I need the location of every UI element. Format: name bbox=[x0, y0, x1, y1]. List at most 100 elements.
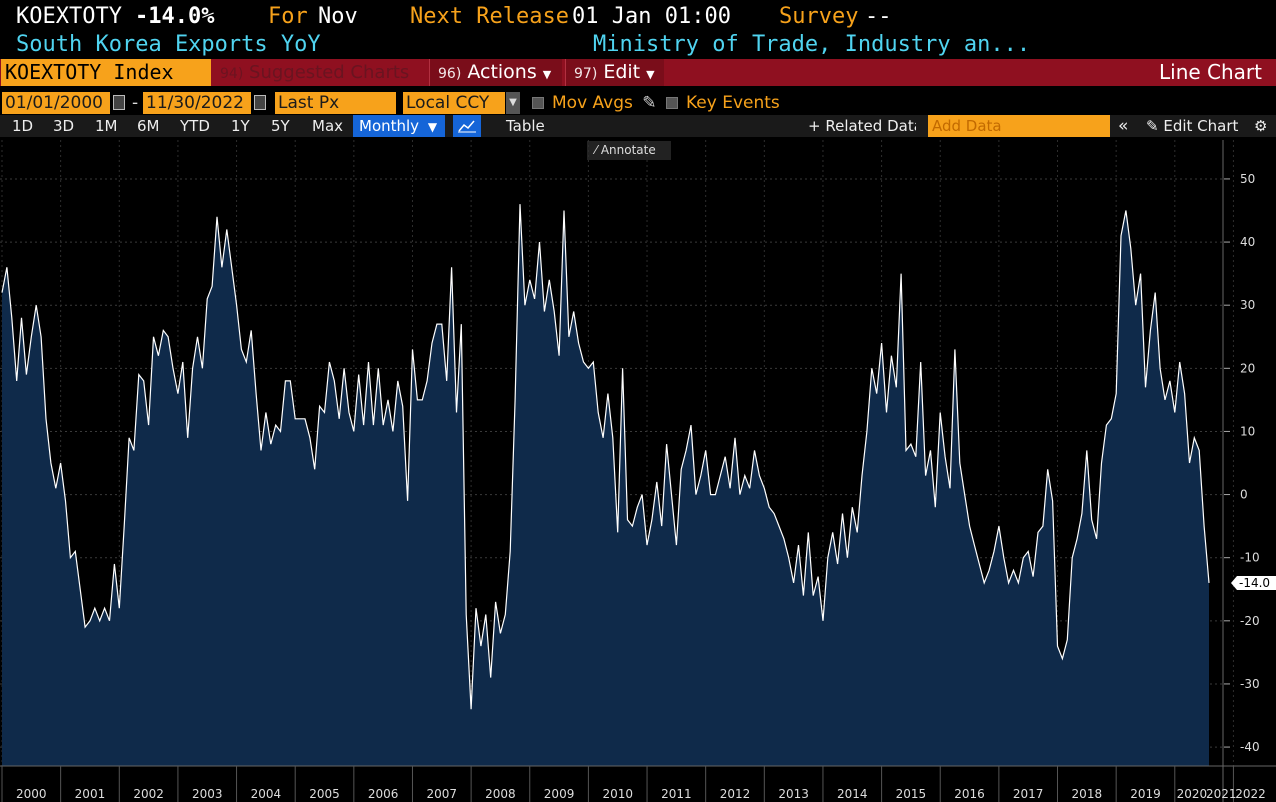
period-select[interactable]: Monthly ▼ bbox=[353, 115, 445, 137]
pencil-icon[interactable]: ✎ bbox=[642, 93, 657, 113]
key-events-label: Key Events bbox=[686, 93, 780, 113]
security-input[interactable]: KOEXTOTY Index bbox=[1, 59, 211, 86]
chevron-down-icon[interactable]: ▼ bbox=[506, 92, 520, 114]
x-tick-label: 2002 bbox=[133, 787, 164, 801]
x-axis: 2000 2001 2002 2003 2004 2005 2006 2007 2008 2009… bbox=[0, 765, 1276, 802]
pencil-icon: ✎ bbox=[1146, 117, 1164, 135]
last-value-marker: -14.0 bbox=[1231, 575, 1276, 590]
x-tick-label: 2000 bbox=[16, 787, 47, 801]
last-value: -14.0% bbox=[135, 4, 215, 29]
x-tick-label: 2022 bbox=[1235, 787, 1266, 801]
range-1d-button[interactable]: 1D bbox=[12, 117, 34, 135]
x-tick-label: 2014 bbox=[837, 787, 868, 801]
series-line bbox=[1, 204, 1210, 710]
currency-select[interactable]: Local CCY bbox=[403, 92, 505, 114]
y-tick-label: -10 bbox=[1240, 551, 1260, 565]
date-separator: - bbox=[132, 93, 139, 113]
actions-menu[interactable]: 96) Actions ▼ bbox=[429, 59, 562, 86]
edit-label: Edit bbox=[603, 61, 641, 83]
security-header: KOEXTOTY -14.0% For Nov Next Release 01 … bbox=[0, 2, 1276, 32]
edit-menu[interactable]: 97) Edit ▼ bbox=[565, 59, 664, 86]
pencil-icon: ⁄ bbox=[595, 143, 601, 157]
y-tick-label: -40 bbox=[1240, 740, 1260, 754]
x-tick-label: 2016 bbox=[954, 787, 985, 801]
x-tick-label: 2018 bbox=[1072, 787, 1103, 801]
line-chart[interactable]: -40 -30 -20 -10 0 10 20 30 40 50 2000 2001 2002 2003… bbox=[0, 140, 1276, 802]
y-tick-label: 40 bbox=[1240, 235, 1255, 249]
x-tick-label: 2010 bbox=[602, 787, 633, 801]
range-3d-button[interactable]: 3D bbox=[53, 117, 75, 135]
chart-controls: 01/01/2000 - 11/30/2022 Last Px Local CC… bbox=[0, 92, 1276, 116]
mov-avgs-toggle[interactable]: Mov Avgs ✎ bbox=[532, 92, 657, 114]
actions-num: 96) bbox=[438, 66, 462, 82]
related-data-label: Related Data bbox=[825, 117, 916, 135]
survey-value: -- bbox=[865, 4, 892, 29]
checkbox-icon[interactable] bbox=[532, 97, 544, 109]
x-tick-label: 2021 bbox=[1206, 787, 1237, 801]
chart-type-label: Line Chart bbox=[1159, 60, 1262, 84]
checkbox-icon[interactable] bbox=[666, 97, 678, 109]
x-tick-label: 2004 bbox=[251, 787, 282, 801]
y-tick-label: -30 bbox=[1240, 677, 1260, 691]
edit-chart-label: Edit Chart bbox=[1163, 117, 1239, 135]
range-6m-button[interactable]: 6M bbox=[137, 117, 160, 135]
series-description: South Korea Exports YoY bbox=[16, 32, 321, 57]
x-tick-label: 2007 bbox=[427, 787, 458, 801]
y-tick-label: 10 bbox=[1240, 424, 1255, 438]
mov-avgs-label: Mov Avgs bbox=[552, 93, 633, 113]
period-label: Monthly bbox=[359, 117, 420, 135]
key-events-toggle[interactable]: Key Events bbox=[666, 92, 780, 114]
x-tick-label: 2003 bbox=[192, 787, 223, 801]
y-tick-label: 20 bbox=[1240, 361, 1255, 375]
related-data-button[interactable]: + Related Data bbox=[808, 115, 916, 137]
calendar-icon[interactable] bbox=[254, 95, 266, 110]
annotate-label: Annotate bbox=[600, 143, 656, 157]
actions-label: Actions bbox=[467, 61, 537, 83]
range-5y-button[interactable]: 5Y bbox=[271, 117, 290, 135]
y-tick-label: 30 bbox=[1240, 298, 1255, 312]
series-area bbox=[2, 204, 1209, 766]
chevron-down-icon: ▼ bbox=[427, 120, 438, 134]
add-data-input[interactable]: Add Data bbox=[928, 115, 1110, 137]
x-tick-label: 2020 bbox=[1177, 787, 1208, 801]
x-tick-label: 2012 bbox=[720, 787, 751, 801]
line-chart-icon[interactable] bbox=[453, 115, 481, 137]
for-label: For bbox=[268, 4, 308, 29]
range-max-button[interactable]: Max bbox=[312, 117, 344, 135]
suggested-charts-button[interactable]: 94) Suggested Charts bbox=[214, 59, 426, 86]
y-axis: -40 -30 -20 -10 0 10 20 30 40 50 bbox=[1222, 140, 1260, 802]
y-tick-label: -20 bbox=[1240, 614, 1260, 628]
last-value-tag-label: -14.0 bbox=[1239, 576, 1270, 590]
gear-icon[interactable]: ⚙ bbox=[1254, 117, 1268, 135]
collapse-icon[interactable]: « bbox=[1118, 116, 1129, 136]
survey-label: Survey bbox=[779, 4, 859, 29]
range-1y-button[interactable]: 1Y bbox=[231, 117, 250, 135]
security-subheader: South Korea Exports YoY Ministry of Trad… bbox=[0, 31, 1276, 59]
end-date-input[interactable]: 11/30/2022 bbox=[143, 92, 251, 114]
x-tick-label: 2017 bbox=[1013, 787, 1044, 801]
y-tick-label: 0 bbox=[1240, 488, 1248, 502]
annotate-button[interactable]: ⁄ Annotate bbox=[587, 141, 671, 160]
plus-icon: + bbox=[808, 117, 826, 135]
range-1m-button[interactable]: 1M bbox=[95, 117, 118, 135]
x-tick-label: 2009 bbox=[544, 787, 575, 801]
chevron-down-icon: ▼ bbox=[542, 68, 552, 81]
calendar-icon[interactable] bbox=[113, 95, 125, 110]
data-source: Ministry of Trade, Industry an... bbox=[593, 32, 1031, 57]
next-release-label: Next Release bbox=[410, 4, 569, 29]
chart-toolbar: 1D 3D 1M 6M YTD 1Y 5Y Max Monthly ▼ Tabl… bbox=[0, 115, 1276, 137]
ticker: KOEXTOTY bbox=[16, 4, 122, 29]
y-tick-label: 50 bbox=[1240, 172, 1255, 186]
suggested-label: Suggested Charts bbox=[249, 62, 410, 83]
table-button[interactable]: Table bbox=[506, 117, 545, 135]
suggested-num: 94) bbox=[220, 66, 244, 82]
x-tick-label: 2019 bbox=[1130, 787, 1161, 801]
edit-num: 97) bbox=[574, 66, 598, 82]
field-select[interactable]: Last Px bbox=[275, 92, 396, 114]
edit-chart-button[interactable]: ✎ Edit Chart bbox=[1146, 115, 1238, 137]
command-bar: KOEXTOTY Index 94) Suggested Charts 96) … bbox=[0, 59, 1276, 86]
x-tick-label: 2001 bbox=[75, 787, 106, 801]
range-ytd-button[interactable]: YTD bbox=[180, 117, 210, 135]
x-tick-label: 2015 bbox=[896, 787, 927, 801]
start-date-input[interactable]: 01/01/2000 bbox=[2, 92, 110, 114]
